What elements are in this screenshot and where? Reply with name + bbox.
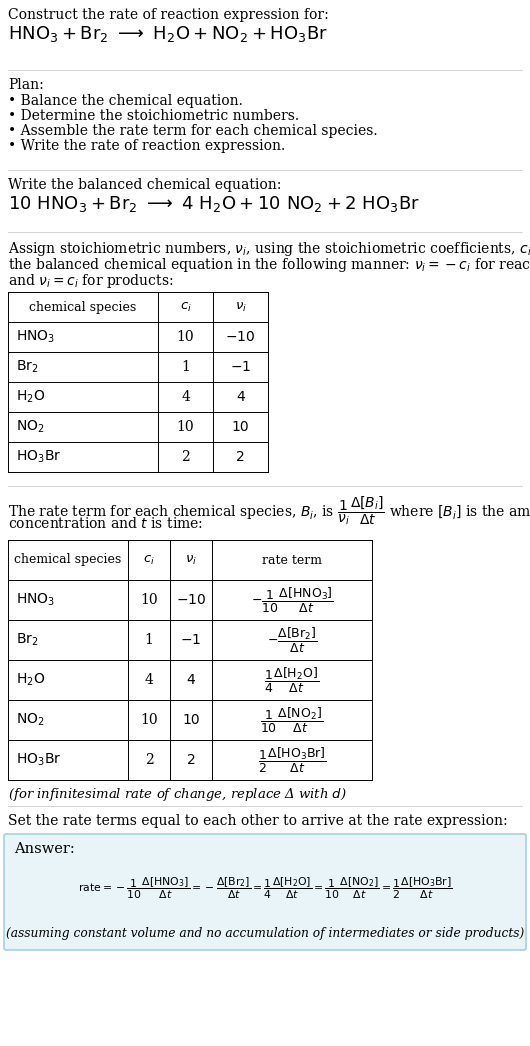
Text: $\mathrm{HNO_3}$: $\mathrm{HNO_3}$ [16,328,55,345]
Text: $-\dfrac{\Delta[\mathrm{Br_2}]}{\Delta t}$: $-\dfrac{\Delta[\mathrm{Br_2}]}{\Delta t… [267,626,317,655]
Text: chemical species: chemical species [14,553,121,567]
Text: 10: 10 [182,713,200,727]
Text: • Write the rate of reaction expression.: • Write the rate of reaction expression. [8,139,285,153]
Text: 2: 2 [145,753,153,767]
Text: $\nu_i$: $\nu_i$ [235,300,246,314]
Text: the balanced chemical equation in the following manner: $\nu_i = -c_i$ for react: the balanced chemical equation in the fo… [8,256,530,274]
FancyBboxPatch shape [4,834,526,950]
Text: • Balance the chemical equation.: • Balance the chemical equation. [8,94,243,108]
Text: 10: 10 [176,329,195,344]
Text: Write the balanced chemical equation:: Write the balanced chemical equation: [8,178,281,192]
Text: 10: 10 [140,593,158,607]
Text: $\mathrm{HO_3Br}$: $\mathrm{HO_3Br}$ [16,752,61,768]
Text: $\mathrm{10\ HNO_3 + Br_2\ \longrightarrow\ 4\ H_2O + 10\ NO_2 + 2\ HO_3Br}$: $\mathrm{10\ HNO_3 + Br_2\ \longrightarr… [8,194,420,214]
Text: $\mathrm{NO_2}$: $\mathrm{NO_2}$ [16,711,45,728]
Text: 10: 10 [232,420,249,434]
Text: $\mathrm{H_2O}$: $\mathrm{H_2O}$ [16,389,45,405]
Text: (for infinitesimal rate of change, replace Δ with $d$): (for infinitesimal rate of change, repla… [8,786,347,803]
Text: $\dfrac{1}{10}\dfrac{\Delta[\mathrm{NO_2}]}{\Delta t}$: $\dfrac{1}{10}\dfrac{\Delta[\mathrm{NO_2… [261,705,323,734]
Text: $\mathrm{HNO_3}$: $\mathrm{HNO_3}$ [16,592,55,608]
Text: $\mathrm{Br_2}$: $\mathrm{Br_2}$ [16,632,39,649]
Text: $-\dfrac{1}{10}\dfrac{\Delta[\mathrm{HNO_3}]}{\Delta t}$: $-\dfrac{1}{10}\dfrac{\Delta[\mathrm{HNO… [251,586,333,614]
Text: • Determine the stoichiometric numbers.: • Determine the stoichiometric numbers. [8,109,299,123]
Text: $-10$: $-10$ [225,329,255,344]
Text: Plan:: Plan: [8,78,44,92]
Text: 10: 10 [176,420,195,434]
Text: $-1$: $-1$ [180,633,201,647]
Text: $\mathrm{HNO_3 + Br_2\ \longrightarrow\ H_2O + NO_2 + HO_3Br}$: $\mathrm{HNO_3 + Br_2\ \longrightarrow\ … [8,24,328,44]
Text: 2: 2 [236,450,245,464]
Text: $\mathrm{Br_2}$: $\mathrm{Br_2}$ [16,359,39,376]
Text: $\dfrac{1}{4}\dfrac{\Delta[\mathrm{H_2O}]}{\Delta t}$: $\dfrac{1}{4}\dfrac{\Delta[\mathrm{H_2O}… [264,665,320,695]
Text: $\nu_i$: $\nu_i$ [185,553,197,567]
Text: 4: 4 [236,390,245,404]
Text: $\mathrm{rate} = -\dfrac{1}{10}\dfrac{\Delta[\mathrm{HNO_3}]}{\Delta t}= -\dfrac: $\mathrm{rate} = -\dfrac{1}{10}\dfrac{\D… [78,876,452,901]
Text: $\dfrac{1}{2}\dfrac{\Delta[\mathrm{HO_3Br}]}{\Delta t}$: $\dfrac{1}{2}\dfrac{\Delta[\mathrm{HO_3B… [258,746,326,774]
Text: 2: 2 [181,450,190,464]
Text: The rate term for each chemical species, $B_i$, is $\dfrac{1}{\nu_i}\dfrac{\Delt: The rate term for each chemical species,… [8,494,530,527]
Text: $c_i$: $c_i$ [143,553,155,567]
Text: rate term: rate term [262,553,322,567]
Text: concentration and $t$ is time:: concentration and $t$ is time: [8,516,203,531]
Text: 4: 4 [181,390,190,404]
Text: • Assemble the rate term for each chemical species.: • Assemble the rate term for each chemic… [8,124,377,138]
Text: 4: 4 [145,673,154,687]
Text: $-1$: $-1$ [230,360,251,374]
Text: 2: 2 [187,753,196,767]
Text: $\mathrm{NO_2}$: $\mathrm{NO_2}$ [16,418,45,435]
Text: Construct the rate of reaction expression for:: Construct the rate of reaction expressio… [8,8,329,22]
Text: Answer:: Answer: [14,842,75,856]
Text: 10: 10 [140,713,158,727]
Text: $\mathrm{H_2O}$: $\mathrm{H_2O}$ [16,672,45,688]
Text: $c_i$: $c_i$ [180,300,191,314]
Text: $\mathrm{HO_3Br}$: $\mathrm{HO_3Br}$ [16,449,61,465]
Text: Set the rate terms equal to each other to arrive at the rate expression:: Set the rate terms equal to each other t… [8,814,508,828]
Text: Assign stoichiometric numbers, $\nu_i$, using the stoichiometric coefficients, $: Assign stoichiometric numbers, $\nu_i$, … [8,240,530,258]
Text: 4: 4 [187,673,196,687]
Text: 1: 1 [145,633,154,647]
Text: chemical species: chemical species [29,300,137,314]
Text: 1: 1 [181,360,190,374]
Text: and $\nu_i = c_i$ for products:: and $\nu_i = c_i$ for products: [8,272,173,290]
Text: (assuming constant volume and no accumulation of intermediates or side products): (assuming constant volume and no accumul… [6,927,524,940]
Text: $-10$: $-10$ [176,593,206,607]
